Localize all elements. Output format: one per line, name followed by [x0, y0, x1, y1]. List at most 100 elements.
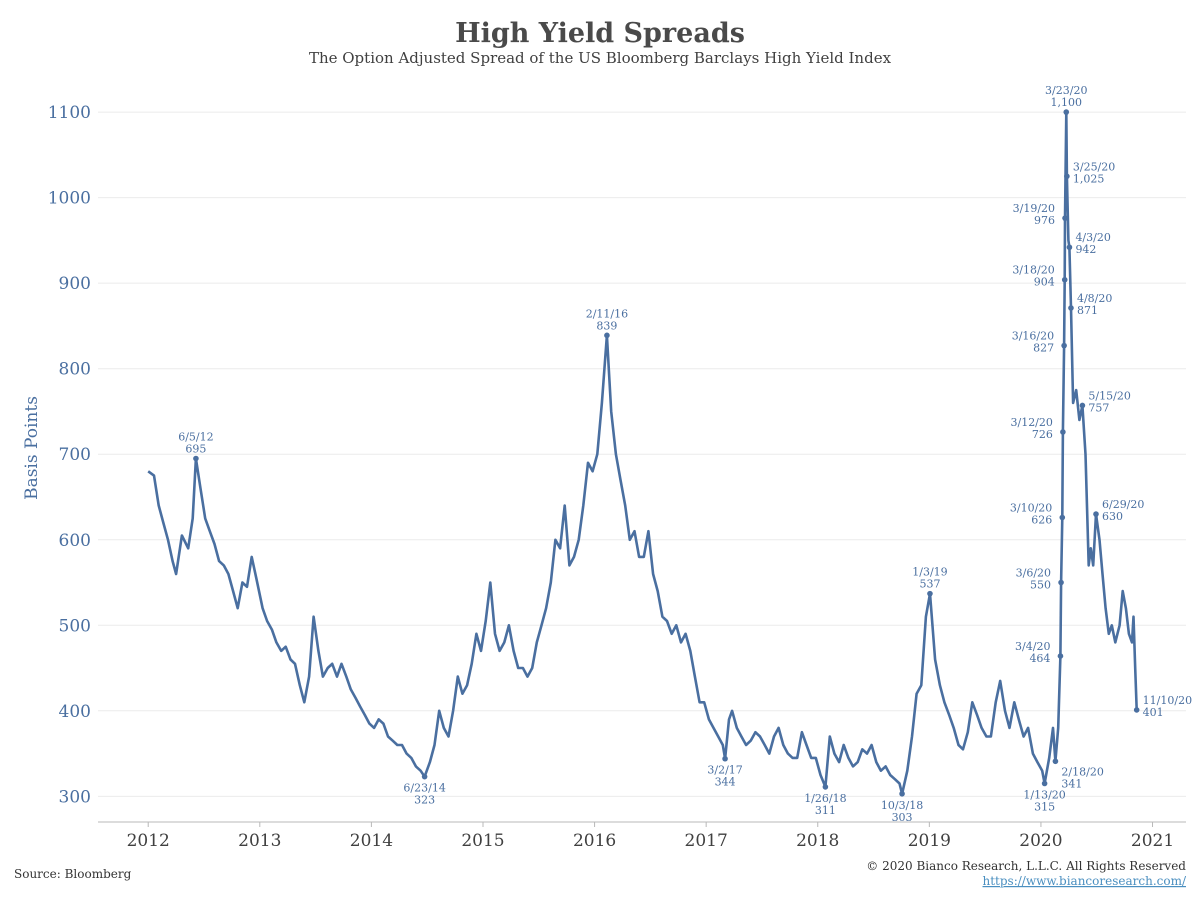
- annotation-value: 904: [1034, 276, 1055, 289]
- website-link[interactable]: https://www.biancoresearch.com/: [982, 874, 1186, 888]
- annotation-date: 1/13/20: [1023, 789, 1065, 802]
- annotation-date: 3/16/20: [1012, 330, 1054, 343]
- y-tick-label: 1000: [48, 189, 91, 209]
- annotation-value: 757: [1088, 401, 1109, 414]
- annotation-marker: [1052, 758, 1059, 765]
- annotation-value: 726: [1032, 428, 1053, 441]
- annotation-marker: [1062, 215, 1068, 221]
- annotation-date: 4/8/20: [1077, 292, 1112, 305]
- annotation-date: 3/12/20: [1010, 416, 1052, 429]
- annotation-marker: [421, 773, 428, 780]
- annotation-date: 2/18/20: [1061, 765, 1103, 778]
- annotation-marker: [1063, 109, 1070, 115]
- annotation-value: 315: [1034, 801, 1055, 814]
- x-tick-label: 2020: [1019, 831, 1062, 851]
- annotation-date: 2/11/16: [586, 307, 628, 320]
- annotation-marker: [604, 332, 610, 339]
- annotation-value: 464: [1029, 652, 1050, 665]
- source-note: Source: Bloomberg: [14, 867, 132, 881]
- annotation-marker: [927, 590, 933, 597]
- annotation-date: 6/5/12: [178, 431, 213, 444]
- annotation-date: 4/3/20: [1075, 231, 1110, 244]
- annotation-value: 311: [815, 804, 836, 817]
- annotation-value: 341: [1061, 777, 1082, 790]
- y-tick-label: 300: [59, 787, 91, 807]
- grid-layer: [98, 111, 1186, 797]
- annotation-date: 10/3/18: [881, 799, 923, 812]
- annotation-marker: [822, 784, 829, 790]
- annotation-date: 5/15/20: [1088, 389, 1130, 402]
- annotation-marker: [1079, 402, 1086, 409]
- annotation-value: 626: [1031, 514, 1052, 527]
- annotation-value: 303: [892, 811, 913, 824]
- annotation-value: 550: [1030, 579, 1051, 592]
- x-tick-label: 2016: [573, 831, 616, 851]
- chart-subtitle: The Option Adjusted Spread of the US Blo…: [309, 49, 892, 67]
- x-tick-label: 2017: [685, 831, 728, 851]
- annotation-marker: [1061, 342, 1067, 349]
- annotation-date: 3/6/20: [1016, 567, 1051, 580]
- annotation-value: 537: [919, 578, 940, 591]
- annotation-marker: [193, 455, 199, 462]
- annotation-value: 695: [185, 443, 206, 456]
- annotation-marker: [1066, 244, 1073, 251]
- annotation-value: 942: [1075, 243, 1096, 256]
- annotation-marker: [1060, 429, 1066, 435]
- annotation-date: 11/10/20: [1143, 694, 1192, 707]
- y-tick-label: 700: [59, 445, 91, 465]
- axis-layer: 300 400 500 600 700 800 900 1000 1100 2012 2013 201…: [48, 103, 1186, 851]
- annotation-date: 3/2/17: [707, 764, 742, 777]
- annotation-date: 1/3/19: [912, 566, 947, 579]
- annotation-value: 1,025: [1073, 172, 1105, 185]
- y-tick-label: 900: [59, 274, 91, 294]
- annotation-value: 827: [1033, 342, 1054, 355]
- chart-title: High Yield Spreads: [455, 18, 745, 49]
- annotation-date: 3/19/20: [1013, 202, 1055, 215]
- annotation-date: 3/4/20: [1015, 640, 1050, 653]
- x-tick-label: 2014: [350, 831, 393, 851]
- annotation-marker: [722, 755, 728, 762]
- annotation-marker: [1057, 653, 1064, 659]
- annotation-marker: [1068, 305, 1074, 311]
- copyright-note: © 2020 Bianco Research, L.L.C. All Right…: [866, 859, 1186, 873]
- annotation-marker: [1061, 276, 1068, 283]
- series-layer: [147, 110, 1138, 796]
- annotation-value: 344: [715, 776, 736, 789]
- annotation-date: 6/29/20: [1102, 498, 1144, 511]
- annotation-date: 3/23/20: [1045, 84, 1087, 97]
- annotation-value: 323: [414, 794, 435, 807]
- annotation-marker: [1041, 780, 1048, 787]
- annotation-marker: [1133, 707, 1140, 713]
- annotation-marker: [1093, 511, 1099, 517]
- x-tick-label: 2012: [127, 831, 170, 851]
- annotation-value: 630: [1102, 510, 1123, 523]
- annotation-marker: [1064, 173, 1070, 180]
- x-tick-label: 2021: [1131, 831, 1174, 851]
- annotation-date: 3/18/20: [1012, 264, 1054, 277]
- y-axis-label: Basis Points: [22, 396, 42, 500]
- annotation-value: 976: [1034, 214, 1055, 227]
- annotation-value: 401: [1143, 706, 1164, 719]
- annotation-marker: [1058, 579, 1064, 586]
- y-tick-label: 800: [59, 360, 91, 380]
- spread-series-line: [147, 110, 1138, 796]
- annotation-value: 839: [596, 319, 617, 332]
- y-tick-label: 1100: [48, 103, 91, 123]
- annotation-date: 3/10/20: [1010, 502, 1052, 515]
- x-tick-label: 2018: [796, 831, 839, 851]
- y-tick-label: 500: [59, 616, 91, 636]
- annotation-marker: [1059, 514, 1066, 521]
- annotation-date: 3/25/20: [1073, 160, 1115, 173]
- annotation-date: 6/23/14: [403, 782, 445, 795]
- annotation-date: 1/26/18: [804, 792, 846, 805]
- x-tick-label: 2019: [908, 831, 951, 851]
- annotation-marker: [899, 790, 905, 797]
- annotation-value: 1,100: [1051, 96, 1083, 109]
- y-tick-label: 400: [59, 702, 91, 722]
- y-tick-label: 600: [59, 531, 91, 551]
- x-tick-label: 2015: [461, 831, 504, 851]
- annotation-value: 871: [1077, 304, 1098, 317]
- x-tick-label: 2013: [238, 831, 281, 851]
